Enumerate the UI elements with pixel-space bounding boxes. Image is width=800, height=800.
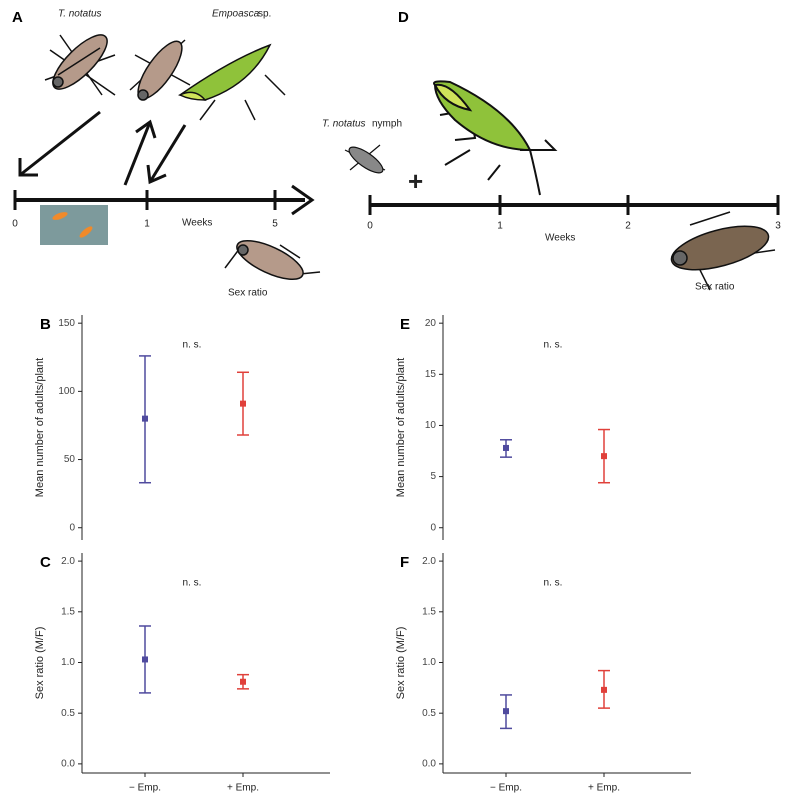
end-label: Sex ratio [228,288,268,299]
annotation: n. s. [544,340,563,351]
y-tick-label: 50 [64,454,76,465]
mean-point [240,678,246,685]
y-axis-label: Mean number of adults/plant [395,358,407,497]
x-tick-label: − Emp. [490,783,522,794]
y-tick-label: 1.0 [422,657,436,668]
y-tick-label: 1.5 [422,606,436,617]
panel-label: A [12,9,23,26]
y-axis-label: Sex ratio (M/F) [395,627,407,700]
species-label: T. notatus [322,119,366,130]
species-label: T. notatus [58,9,102,20]
plus-sign: + [408,166,423,196]
y-axis-label: Mean number of adults/plant [34,358,46,497]
y-tick-label: 10 [425,420,437,431]
timeline-tick-label: 0 [12,219,18,230]
timeline-tick-label: 5 [272,219,278,230]
end-label: Sex ratio [695,282,735,293]
timeline-arrow [291,184,315,216]
mean-point [240,400,246,407]
bug-icon [178,43,286,121]
timeline-tick-label: 2 [625,221,631,232]
annotation: n. s. [183,578,202,589]
y-tick-label: 150 [58,318,75,329]
mean-point [142,656,148,663]
panel-label: B [40,316,51,333]
y-tick-label: 100 [58,386,75,397]
axis-label: Weeks [545,233,575,244]
panel-label: D [398,9,409,26]
annotation: n. s. [544,578,563,589]
mean-point [503,444,509,451]
panel-label: F [400,554,409,571]
y-tick-label: 0.5 [422,708,436,719]
x-tick-label: + Emp. [588,783,620,794]
panel-label: C [40,554,51,571]
y-axis-label: Sex ratio (M/F) [34,627,46,700]
y-tick-label: 0 [430,522,436,533]
y-tick-label: 1.5 [61,606,75,617]
y-tick-label: 2.0 [422,556,436,567]
timeline-tick-label: 1 [497,221,503,232]
panel-label: E [400,316,410,333]
mean-point [601,453,607,460]
y-tick-label: 15 [425,369,437,380]
mean-point [142,415,148,422]
y-tick-label: 2.0 [61,556,75,567]
bug-icon [44,34,116,96]
x-tick-label: + Emp. [227,783,259,794]
species-suffix: sp. [258,9,271,20]
timeline-tick-label: 3 [775,221,781,232]
y-tick-label: 0.0 [61,759,75,770]
bug-icon [224,240,321,280]
y-tick-label: 1.0 [61,657,75,668]
species-label: Empoasca [212,9,260,20]
x-tick-label: − Emp. [129,783,161,794]
bug-icon [433,80,558,196]
bug-icon [670,211,776,291]
axis-label: Weeks [182,218,212,229]
mean-point [601,686,607,693]
y-tick-label: 5 [430,471,436,482]
photo [40,205,108,245]
y-tick-label: 0.0 [422,759,436,770]
annotation: n. s. [183,340,202,351]
timeline-tick-label: 0 [367,221,373,232]
y-tick-label: 0.5 [61,708,75,719]
bug-icon [129,39,191,101]
y-tick-label: 0 [69,522,75,533]
y-tick-label: 20 [425,318,437,329]
mean-point [503,708,509,715]
species-suffix: nymph [372,119,402,130]
bug-icon [344,144,386,174]
timeline-tick-label: 1 [144,219,150,230]
arrows [18,110,187,186]
